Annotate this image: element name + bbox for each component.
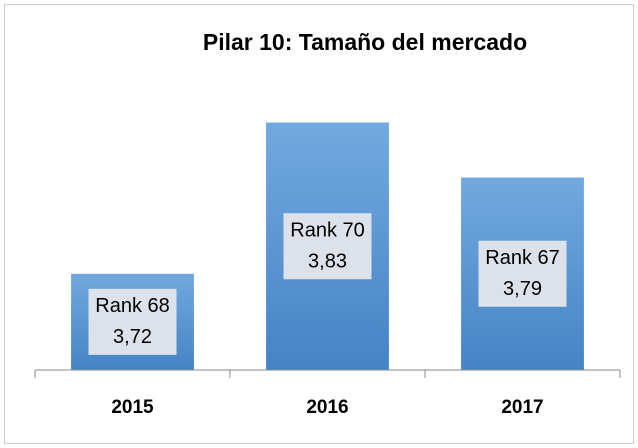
data-label-box	[283, 213, 372, 280]
chart-title: Pilar 10: Tamaño del mercado	[203, 29, 527, 55]
data-label-box	[88, 288, 177, 355]
rank-label: Rank 70	[290, 220, 365, 242]
rank-label: Rank 67	[485, 247, 560, 269]
x-tick-label: 2016	[306, 397, 348, 418]
x-tick-label: 2017	[501, 397, 543, 418]
data-label-box	[478, 240, 567, 307]
data-label: 3,72	[113, 326, 152, 348]
x-tick-label: 2015	[111, 397, 154, 418]
plot-area: Rank 68 3,72 2015 Rank 70 3,83 2016 Rank 67 3,7…	[71, 122, 584, 418]
rank-label: Rank 68	[95, 295, 170, 317]
data-label: 3,83	[308, 251, 347, 273]
data-label: 3,79	[503, 278, 542, 300]
